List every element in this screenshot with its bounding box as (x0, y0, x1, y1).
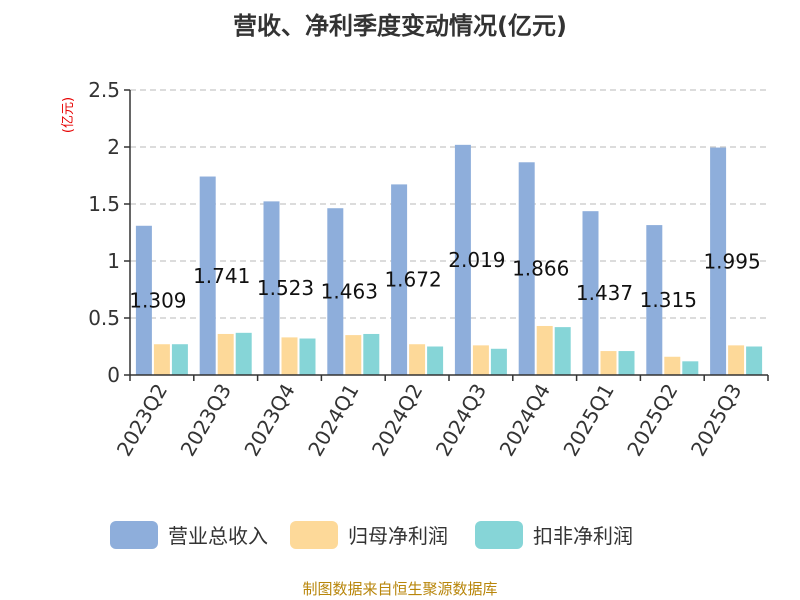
x-tick-label: 2025Q3 (686, 380, 746, 461)
data-label: 1.995 (703, 249, 760, 273)
legend-swatch (290, 521, 338, 549)
bar-deducted-profit (554, 327, 571, 375)
bar-net-profit (472, 345, 489, 375)
bar-net-profit (600, 351, 617, 375)
bar-net-profit (536, 325, 553, 375)
bar-deducted-profit (235, 332, 252, 375)
bar-net-profit (345, 335, 362, 375)
bar-net-profit (664, 356, 681, 375)
x-tick-label: 2024Q4 (495, 380, 555, 461)
data-label: 1.309 (129, 288, 186, 312)
bar-net-profit (409, 344, 426, 375)
chart-title: 营收、净利季度变动情况(亿元) (233, 12, 567, 40)
data-label: 2.019 (448, 248, 505, 272)
bar-net-profit (728, 345, 745, 375)
bar-deducted-profit (490, 348, 507, 375)
bar-revenue (454, 144, 471, 375)
y-axis-label: (亿元) (61, 97, 76, 133)
bar-revenue (710, 147, 727, 375)
bar-revenue (199, 176, 216, 375)
y-tick-label: 2 (107, 135, 120, 159)
x-tick-label: 2025Q2 (622, 380, 682, 461)
data-label: 1.463 (321, 280, 378, 304)
y-tick-label: 1 (107, 249, 120, 273)
x-tick-label: 2024Q1 (303, 380, 363, 461)
bar-deducted-profit (363, 333, 380, 375)
data-label: 1.315 (640, 288, 697, 312)
y-tick-label: 0.5 (88, 306, 120, 330)
y-tick-label: 0 (107, 363, 120, 387)
bar-deducted-profit (682, 361, 699, 375)
data-labels: 1.309 1.741 1.523 1.463 1.672 2.019 1.866 1.437… (129, 248, 760, 312)
x-tick-label: 2025Q1 (558, 380, 618, 461)
bars (135, 144, 763, 375)
bar-revenue (391, 184, 408, 375)
legend-swatch (110, 521, 158, 549)
y-tick-label: 2.5 (88, 78, 120, 102)
bar-deducted-profit (299, 338, 316, 375)
bar-revenue (582, 211, 599, 375)
bar-net-profit (153, 344, 170, 375)
bar-revenue (518, 162, 535, 375)
bar-deducted-profit (746, 346, 763, 375)
legend[interactable]: 营业总收入 归母净利润 扣非净利润 (110, 521, 633, 549)
bar-deducted-profit (427, 346, 444, 375)
source-note: 制图数据来自恒生聚源数据库 (302, 580, 497, 598)
data-label: 1.741 (193, 264, 250, 288)
bar-deducted-profit (171, 344, 188, 375)
x-tick-label: 2023Q4 (239, 380, 299, 461)
data-label: 1.866 (512, 257, 569, 281)
legend-swatch (475, 521, 523, 549)
bar-deducted-profit (618, 351, 635, 375)
bar-revenue (646, 225, 663, 375)
bar-net-profit (281, 337, 298, 375)
bar-net-profit (217, 333, 234, 375)
x-tick-label: 2024Q3 (431, 380, 491, 461)
bar-revenue (135, 225, 152, 375)
bar-revenue (327, 208, 344, 375)
legend-label: 营业总收入 (168, 524, 268, 548)
data-label: 1.437 (576, 281, 633, 305)
legend-label: 归母净利润 (348, 524, 448, 548)
data-label: 1.672 (384, 268, 441, 292)
bar-revenue (263, 201, 280, 375)
x-tick-label: 2023Q2 (112, 380, 172, 461)
x-tick-label: 2023Q3 (176, 380, 236, 461)
legend-label: 扣非净利润 (533, 524, 633, 548)
x-tick-label: 2024Q2 (367, 380, 427, 461)
data-label: 1.523 (257, 276, 314, 300)
y-tick-label: 1.5 (88, 192, 120, 216)
